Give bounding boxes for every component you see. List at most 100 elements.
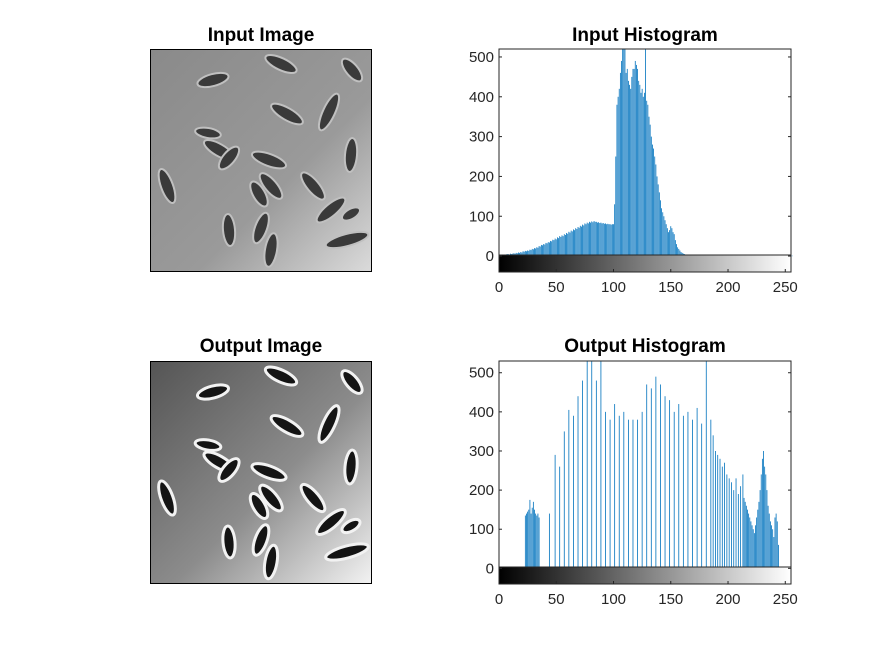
histogram-bar xyxy=(632,68,634,257)
histogram-bar xyxy=(748,513,750,569)
histogram-bar xyxy=(536,515,538,569)
histogram-bar xyxy=(664,396,666,569)
histogram-bar xyxy=(731,482,732,569)
output-histogram-title: Output Histogram xyxy=(564,336,726,357)
histogram-bar xyxy=(624,49,626,257)
histogram-bar xyxy=(539,246,541,257)
histogram-bar xyxy=(560,236,562,257)
x-tick-label: 250 xyxy=(773,591,798,608)
histogram-bar xyxy=(603,223,605,257)
x-tick-label: 0 xyxy=(495,591,503,608)
histogram-bar xyxy=(633,68,635,257)
x-tick-label: 200 xyxy=(716,279,741,296)
histogram-bar xyxy=(550,240,551,257)
histogram-bar xyxy=(519,252,521,257)
histogram-bar xyxy=(601,223,603,257)
histogram-bar xyxy=(524,250,526,257)
histogram-bar xyxy=(529,249,531,257)
histogram-bar xyxy=(532,249,534,257)
histogram-bar xyxy=(696,407,698,569)
histogram-bar xyxy=(610,224,612,257)
histogram-bar xyxy=(524,515,526,569)
histogram-bar xyxy=(567,233,569,257)
histogram-bar xyxy=(743,497,745,569)
histogram-bar xyxy=(756,517,758,569)
histogram-bar xyxy=(559,466,561,569)
histogram-bar xyxy=(701,423,703,569)
histogram-bar xyxy=(531,248,533,257)
histogram-bar xyxy=(622,49,624,257)
histogram-bar xyxy=(559,236,561,257)
histogram-bar xyxy=(681,252,683,257)
histogram-bar xyxy=(749,517,751,569)
histogram-bar xyxy=(641,411,643,569)
histogram-bar xyxy=(573,415,574,569)
histogram-bar xyxy=(623,49,625,257)
histogram-bar xyxy=(521,252,523,257)
histogram-bar xyxy=(558,238,559,257)
histogram-bar xyxy=(515,252,517,257)
histogram-bar xyxy=(778,544,779,569)
histogram-bar xyxy=(637,419,638,569)
histogram-bar xyxy=(665,224,667,257)
histogram-bar xyxy=(642,96,644,257)
histogram-bar xyxy=(742,474,744,569)
histogram-bar xyxy=(591,361,593,569)
histogram-bar xyxy=(705,361,707,569)
histogram-bar xyxy=(638,80,640,257)
histogram-bar xyxy=(761,458,763,569)
histogram-bar xyxy=(594,221,596,257)
histogram-bar xyxy=(627,419,629,569)
histogram-bar xyxy=(619,72,621,257)
histogram-bar xyxy=(529,499,531,569)
y-tick-label: 200 xyxy=(469,168,494,185)
histogram-bar xyxy=(562,236,564,257)
histogram-bar xyxy=(662,212,664,257)
histogram-bar xyxy=(636,64,637,257)
input-image xyxy=(150,49,372,272)
histogram-bar xyxy=(654,156,656,257)
histogram-bar xyxy=(661,208,663,257)
histogram-bar xyxy=(609,224,611,257)
histogram-bar xyxy=(652,144,653,257)
histogram-bar xyxy=(791,255,793,257)
y-tick-label: 300 xyxy=(469,129,494,146)
histogram-bar xyxy=(565,234,566,257)
y-tick-label: 400 xyxy=(469,404,494,421)
histogram-bar xyxy=(715,450,716,569)
histogram-bar xyxy=(553,240,555,257)
histogram-bar xyxy=(677,247,679,257)
histogram-bar xyxy=(534,248,535,257)
histogram-bar xyxy=(526,513,527,569)
histogram-bar xyxy=(568,231,570,257)
histogram-bar xyxy=(645,49,646,257)
histogram-bar xyxy=(776,521,778,569)
histogram-bar xyxy=(733,490,735,569)
histogram-bar xyxy=(640,92,642,257)
input-hist-axes: 0 100 200 300 400 500 0 50 100 150 200 250 xyxy=(469,48,798,296)
histogram-bar xyxy=(609,419,611,569)
histogram-bar xyxy=(682,415,684,569)
histogram-bar xyxy=(584,223,586,257)
histogram-bar xyxy=(750,521,752,569)
histogram-bar xyxy=(768,513,770,569)
histogram-bar xyxy=(655,164,657,257)
histogram-bar xyxy=(568,409,570,569)
histogram-bar xyxy=(537,513,539,569)
histogram-bar xyxy=(772,529,774,569)
y-tick-label: 0 xyxy=(486,248,494,265)
histogram-bar xyxy=(569,232,571,257)
histogram-bar xyxy=(576,228,578,257)
histogram-bar xyxy=(592,222,594,257)
x-tick-label: 50 xyxy=(548,591,565,608)
histogram-bar xyxy=(646,384,648,569)
output-hist-frame xyxy=(498,360,792,585)
histogram-bar xyxy=(687,411,689,569)
histogram-bar xyxy=(548,513,550,569)
histogram-bar xyxy=(577,396,579,569)
histogram-bar xyxy=(577,227,579,257)
histogram-bar xyxy=(744,501,746,569)
histogram-bar xyxy=(585,224,587,257)
y-tick-label: 100 xyxy=(469,208,494,225)
histogram-bar xyxy=(581,226,582,257)
